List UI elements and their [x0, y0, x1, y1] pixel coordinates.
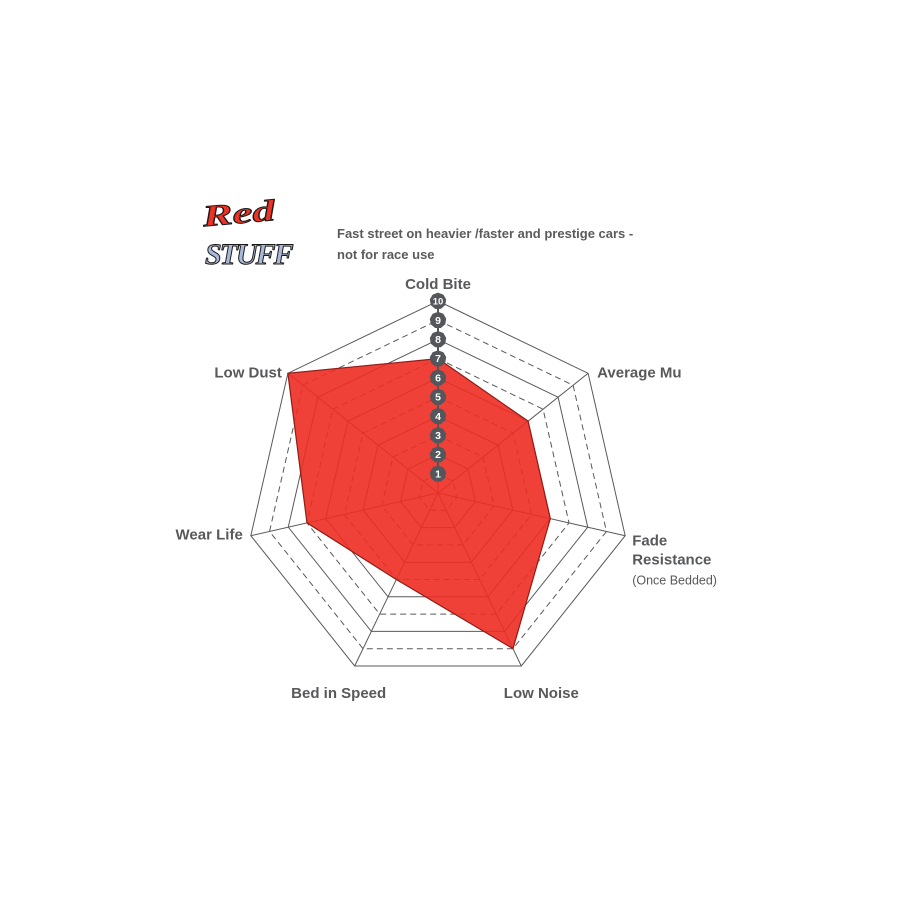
svg-text:Low Dust: Low Dust — [214, 364, 282, 381]
svg-text:2: 2 — [435, 449, 441, 461]
svg-text:Wear Life: Wear Life — [176, 527, 243, 544]
svg-text:3: 3 — [435, 430, 441, 442]
svg-text:1: 1 — [435, 468, 441, 480]
svg-text:4: 4 — [435, 411, 441, 423]
svg-text:7: 7 — [435, 353, 441, 365]
svg-text:Average Mu: Average Mu — [597, 364, 681, 381]
svg-text:Low Noise: Low Noise — [504, 685, 579, 702]
svg-text:8: 8 — [435, 334, 441, 346]
svg-text:Resistance: Resistance — [632, 552, 711, 569]
svg-text:5: 5 — [435, 392, 441, 404]
svg-text:Bed in Speed: Bed in Speed — [291, 685, 386, 702]
svg-text:6: 6 — [435, 372, 441, 384]
svg-text:10: 10 — [433, 297, 444, 308]
svg-text:Fade: Fade — [632, 533, 667, 550]
svg-text:9: 9 — [435, 315, 441, 327]
svg-text:(Once Bedded): (Once Bedded) — [632, 574, 717, 588]
svg-text:Cold Bite: Cold Bite — [405, 276, 471, 293]
